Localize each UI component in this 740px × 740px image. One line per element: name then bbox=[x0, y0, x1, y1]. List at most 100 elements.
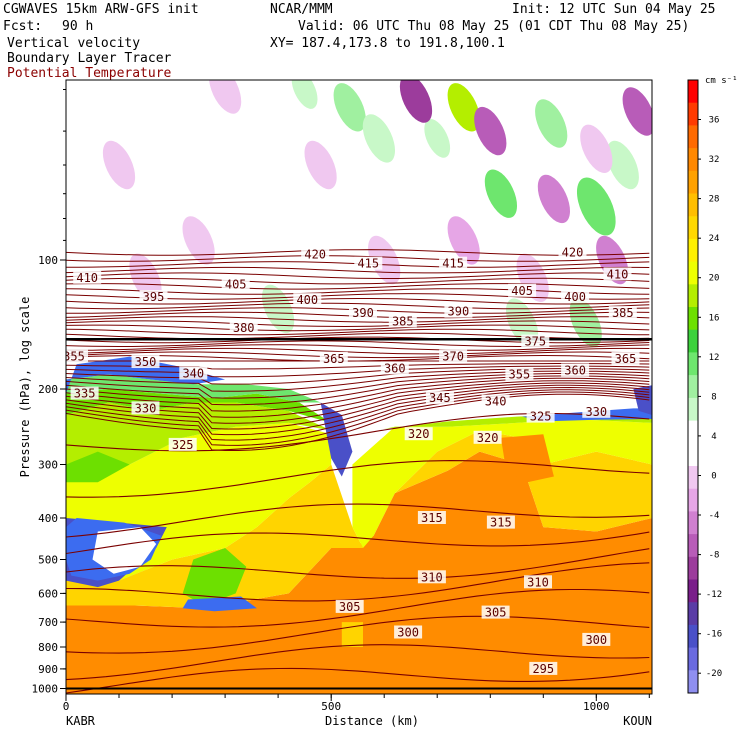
theta-contour bbox=[66, 667, 650, 694]
velocity-cell bbox=[474, 106, 507, 156]
colorbar-swatch bbox=[688, 193, 698, 217]
theta-label: 365 bbox=[615, 352, 637, 366]
velocity-cell bbox=[399, 80, 433, 123]
colorbar-swatch bbox=[688, 148, 698, 172]
theta-label-bg bbox=[66, 349, 88, 363]
theta-contour bbox=[66, 298, 650, 305]
theta-label-bg bbox=[349, 306, 377, 320]
y-axis-label: Pressure (hPa), log scale bbox=[18, 297, 32, 478]
velocity-region bbox=[182, 596, 257, 612]
theta-contour bbox=[66, 588, 650, 628]
colorbar-swatch bbox=[688, 352, 698, 376]
theta-label: 400 bbox=[296, 293, 318, 307]
velocity-cell bbox=[447, 83, 480, 132]
colorbar-swatch bbox=[688, 443, 698, 467]
theta-label-bg bbox=[486, 515, 515, 529]
colorbar-swatch bbox=[688, 216, 698, 240]
colorbar: 36 32 28 24 20 16 12 8 4 0 -4 -8 -12 -16 -20 bbox=[687, 79, 722, 694]
theta-contour bbox=[66, 266, 650, 274]
theta-label-bg bbox=[561, 363, 590, 377]
cross-section-xy: XY= 187.4,173.8 to 191.8,100.1 bbox=[270, 36, 505, 51]
colorbar-swatch bbox=[688, 420, 698, 444]
velocity-cell bbox=[576, 177, 616, 236]
theta-contour bbox=[66, 503, 650, 538]
colorbar-swatch bbox=[688, 647, 698, 671]
theta-label: 400 bbox=[564, 290, 586, 304]
theta-contour bbox=[66, 377, 650, 412]
theta-contour bbox=[66, 644, 650, 681]
colorbar-frame bbox=[687, 79, 699, 694]
theta-label-bg bbox=[417, 570, 446, 584]
velocity-cell bbox=[362, 114, 396, 163]
theta-contour bbox=[66, 320, 650, 328]
theta-label: 365 bbox=[323, 352, 345, 366]
theta-contour bbox=[66, 363, 650, 370]
colorbar-swatch bbox=[688, 80, 698, 104]
theta-label-bg bbox=[354, 256, 383, 270]
theta-contour bbox=[66, 272, 650, 279]
colorbar-tick-label: 0 bbox=[711, 472, 716, 482]
theta-label: 305 bbox=[339, 600, 361, 614]
velocity-region bbox=[182, 548, 247, 606]
velocity-cell bbox=[291, 80, 318, 109]
theta-contour bbox=[66, 351, 650, 359]
theta-contour bbox=[66, 347, 650, 355]
theta-label-bg bbox=[558, 245, 587, 259]
colorbar-tick-label: 36 bbox=[709, 116, 720, 126]
y-tick-label: 900 bbox=[38, 663, 58, 676]
velocity-cell bbox=[208, 80, 242, 114]
theta-label: 340 bbox=[182, 367, 204, 381]
field-boundary-layer-tracer: Boundary Layer Tracer bbox=[7, 51, 172, 66]
theta-contour bbox=[66, 283, 650, 290]
y-tick-label: 300 bbox=[38, 459, 58, 472]
colorbar-swatch bbox=[688, 579, 698, 603]
colorbar-tick-label: 16 bbox=[709, 313, 720, 323]
theta-label: 335 bbox=[74, 387, 96, 401]
theta-label-bg bbox=[139, 290, 168, 303]
colorbar-tick-label: 20 bbox=[709, 274, 720, 284]
x-tick-label: 0 bbox=[63, 700, 70, 713]
theta-contour bbox=[66, 277, 650, 285]
theta-contour bbox=[66, 391, 650, 446]
colorbar-swatch bbox=[688, 375, 698, 399]
center-label: NCAR/MMM bbox=[270, 2, 333, 17]
theta-contour bbox=[66, 328, 650, 336]
velocity-cell bbox=[102, 140, 136, 190]
theta-label: 370 bbox=[442, 350, 464, 364]
field-vertical-velocity: Vertical velocity bbox=[7, 36, 141, 51]
theta-label-bg bbox=[505, 367, 534, 381]
theta-label: 325 bbox=[172, 438, 194, 452]
colorbar-swatch bbox=[688, 125, 698, 149]
colorbar-tick-label: 24 bbox=[709, 234, 720, 244]
theta-label: 385 bbox=[612, 306, 634, 320]
theta-label-bg bbox=[404, 427, 433, 441]
y-axis: 100 200 300 400 500 600 700 800 900 1000 bbox=[32, 89, 66, 696]
theta-label-bg bbox=[319, 351, 348, 365]
theta-label-bg bbox=[508, 283, 537, 297]
theta-label-bg bbox=[229, 320, 258, 334]
colorbar-tick-label: -16 bbox=[706, 630, 722, 640]
colorbar-swatch bbox=[688, 284, 698, 308]
theta-label: 390 bbox=[448, 305, 470, 319]
theta-contour bbox=[66, 548, 650, 579]
plot-frame bbox=[65, 79, 653, 695]
velocity-cell bbox=[622, 87, 652, 136]
theta-label: 355 bbox=[509, 368, 531, 382]
colorbar-swatch bbox=[688, 534, 698, 558]
y-tick-label: 600 bbox=[38, 587, 58, 600]
theta-label: 325 bbox=[530, 410, 552, 424]
velocity-cell bbox=[484, 169, 518, 218]
theta-label: 315 bbox=[421, 511, 443, 525]
colorbar-swatch bbox=[688, 670, 698, 694]
theta-label-bg bbox=[603, 267, 632, 281]
theta-contour bbox=[66, 460, 650, 498]
colorbar-swatch bbox=[688, 511, 698, 535]
theta-contour bbox=[66, 615, 650, 654]
velocity-region bbox=[320, 402, 353, 477]
theta-label: 315 bbox=[490, 516, 512, 530]
colorbar-tick-label: 4 bbox=[711, 432, 716, 442]
colorbar-swatch bbox=[688, 261, 698, 285]
colorbar-swatch bbox=[688, 466, 698, 490]
theta-label: 375 bbox=[524, 335, 546, 349]
theta-label-bg bbox=[380, 361, 409, 375]
